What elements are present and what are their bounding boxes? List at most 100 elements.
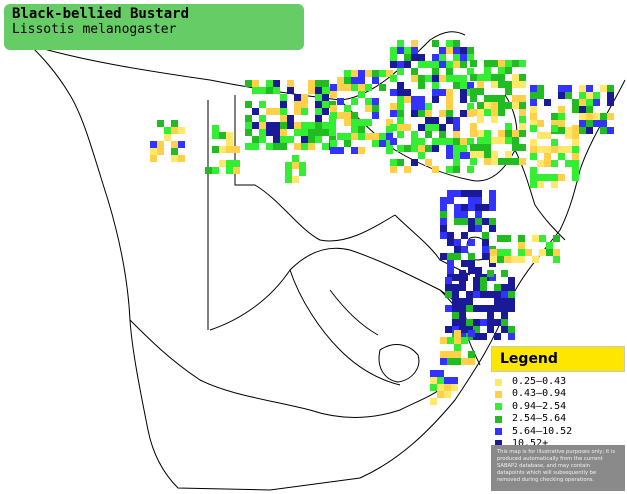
occupancy-cell [322,94,329,101]
occupancy-cell [447,239,454,246]
occupancy-cell [558,106,565,113]
occupancy-cell [484,95,491,102]
occupancy-cell [453,82,460,89]
occupancy-cell [299,169,306,176]
occupancy-cell [551,181,558,188]
occupancy-cell [245,80,252,87]
occupancy-cell [308,143,315,150]
occupancy-cell [537,160,544,167]
legend-swatch [495,428,502,436]
occupancy-cell [468,190,475,197]
occupancy-cell [425,124,432,131]
province-fs-border [329,289,379,336]
occupancy-cell [475,267,482,274]
occupancy-cell [565,85,572,92]
occupancy-cell [484,130,491,137]
occupancy-cell [607,85,614,92]
occupancy-cell [600,127,607,134]
occupancy-cell [233,167,240,174]
occupancy-cell [329,129,336,136]
occupancy-cell [468,351,475,358]
occupancy-cell [579,92,586,99]
occupancy-cell [430,384,437,391]
occupancy-cell [245,143,252,150]
occupancy-cell [487,312,494,319]
occupancy-cell [537,181,544,188]
occupancy-cell [425,159,432,166]
occupancy-cell [351,119,358,126]
occupancy-cell [460,152,467,159]
occupancy-cell [487,270,494,277]
occupancy-cell [245,122,252,129]
occupancy-cell [593,92,600,99]
occupancy-cell [212,132,219,139]
occupancy-cell [512,81,519,88]
occupancy-cell [551,120,558,127]
occupancy-cell [404,166,411,173]
occupancy-cell [397,159,404,166]
occupancy-cell [171,141,178,148]
occupancy-cell [461,232,468,239]
occupancy-cell [280,94,287,101]
occupancy-cell [508,291,515,298]
occupancy-cell [519,95,526,102]
occupancy-cell [505,81,512,88]
occupancy-cell [266,143,273,150]
occupancy-cell [446,103,453,110]
occupancy-cell [280,115,287,122]
occupancy-cell [386,126,393,133]
occupancy-cell [212,167,219,174]
occupancy-cell [467,54,474,61]
occupancy-cell [579,99,586,106]
occupancy-cell [519,158,526,165]
occupancy-cell [460,96,467,103]
occupancy-cell [358,133,365,140]
occupancy-cell [508,305,515,312]
occupancy-cell [459,277,466,284]
occupancy-cell [530,139,537,146]
occupancy-cell [460,82,467,89]
occupancy-cell [440,211,447,218]
occupancy-cell [501,305,508,312]
coastline [29,44,626,491]
occupancy-cell [454,211,461,218]
occupancy-cell [537,174,544,181]
occupancy-cell [418,82,425,89]
occupancy-cell [519,144,526,151]
occupancy-cell [508,298,515,305]
occupancy-cell [315,129,322,136]
occupancy-cell [544,174,551,181]
occupancy-cell [397,117,404,124]
occupancy-cell [498,102,505,109]
occupancy-cell [358,126,365,133]
occupancy-cell [418,61,425,68]
occupancy-cell [445,284,452,291]
occupancy-cell [404,89,411,96]
occupancy-cell [411,131,418,138]
occupancy-cell [219,160,226,167]
occupancy-cell [330,105,337,112]
occupancy-cell [558,113,565,120]
occupancy-cell [586,92,593,99]
occupancy-cell [425,145,432,152]
occupancy-cell [544,132,551,139]
occupancy-cell [460,110,467,117]
occupancy-cell [473,277,480,284]
occupancy-cell [498,130,505,137]
occupancy-cell [518,249,525,256]
occupancy-cell [301,122,308,129]
occupancy-cell [178,127,185,134]
occupancy-cell [565,160,572,167]
occupancy-cell [440,218,447,225]
occupancy-cell [390,159,397,166]
occupancy-cell [470,123,477,130]
occupancy-cell [411,159,418,166]
occupancy-cell [558,146,565,153]
occupancy-cell [484,151,491,158]
occupancy-cell [322,80,329,87]
occupancy-cell [440,358,447,365]
occupancy-cell [453,131,460,138]
occupancy-cell [491,151,498,158]
occupancy-cell [470,95,477,102]
occupancy-cell [482,239,489,246]
